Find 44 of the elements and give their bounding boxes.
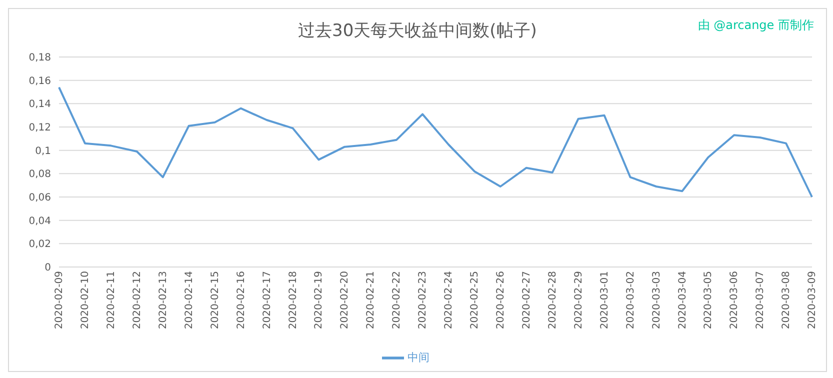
line-series xyxy=(58,86,813,198)
x-tick-label: 2020-02-19 xyxy=(314,271,325,330)
x-tick-label: 2020-02-26 xyxy=(496,271,507,330)
y-tick-label: 0,18 xyxy=(28,52,51,64)
x-tick-label: 2020-03-03 xyxy=(651,271,662,330)
x-tick-label: 2020-02-27 xyxy=(521,271,532,330)
x-tick-label: 2020-03-01 xyxy=(599,271,610,330)
y-tick-label: 0,06 xyxy=(28,192,51,204)
x-tick-label: 2020-02-17 xyxy=(262,271,273,330)
y-tick-label: 0,1 xyxy=(35,146,51,157)
legend-label: 中间 xyxy=(408,351,430,364)
x-tick-label: 2020-02-11 xyxy=(106,271,118,330)
x-tick-label: 2020-03-09 xyxy=(807,271,818,330)
y-tick-label: 0,14 xyxy=(28,99,51,110)
x-tick-label: 2020-02-20 xyxy=(340,271,351,330)
x-tick-label: 2020-02-15 xyxy=(210,271,221,330)
x-tick-label: 2020-02-14 xyxy=(184,271,195,330)
x-tick-label: 2020-03-04 xyxy=(677,271,688,330)
y-tick-label: 0 xyxy=(44,262,51,274)
x-tick-label: 2020-02-12 xyxy=(132,271,143,330)
x-tick-label: 2020-02-22 xyxy=(392,271,403,330)
y-tick-label: 0,16 xyxy=(28,76,51,87)
x-tick-label: 2020-03-06 xyxy=(729,271,740,330)
x-tick-label: 2020-02-24 xyxy=(444,271,455,330)
y-tick-label: 0,02 xyxy=(28,239,51,250)
x-tick-label: 2020-02-10 xyxy=(80,271,92,330)
x-tick-label: 2020-03-05 xyxy=(703,271,714,330)
x-tick-label: 2020-02-13 xyxy=(158,271,169,330)
x-tick-label: 2020-02-29 xyxy=(573,271,584,330)
x-tick-label: 2020-02-09 xyxy=(54,271,66,330)
chart-title: 过去30天每天收益中间数(帖子) xyxy=(298,21,537,41)
text: 由 @arcange 而制作 xyxy=(698,17,814,34)
x-tick-label: 2020-02-28 xyxy=(547,271,558,330)
x-tick-label: 2020-02-23 xyxy=(418,271,429,330)
x-tick-label: 2020-02-25 xyxy=(470,271,481,330)
y-tick-label: 0,04 xyxy=(28,216,51,227)
x-tick-label: 2020-02-21 xyxy=(366,271,377,330)
y-tick-label: 0,12 xyxy=(28,122,51,134)
x-tick-label: 2020-02-18 xyxy=(288,271,299,330)
y-tick-label: 0,08 xyxy=(28,169,51,180)
x-tick-label: 2020-03-02 xyxy=(625,271,636,330)
x-tick-label: 2020-03-07 xyxy=(755,271,766,330)
x-tick-label: 2020-03-08 xyxy=(781,271,792,330)
x-tick-label: 2020-02-16 xyxy=(236,271,247,330)
